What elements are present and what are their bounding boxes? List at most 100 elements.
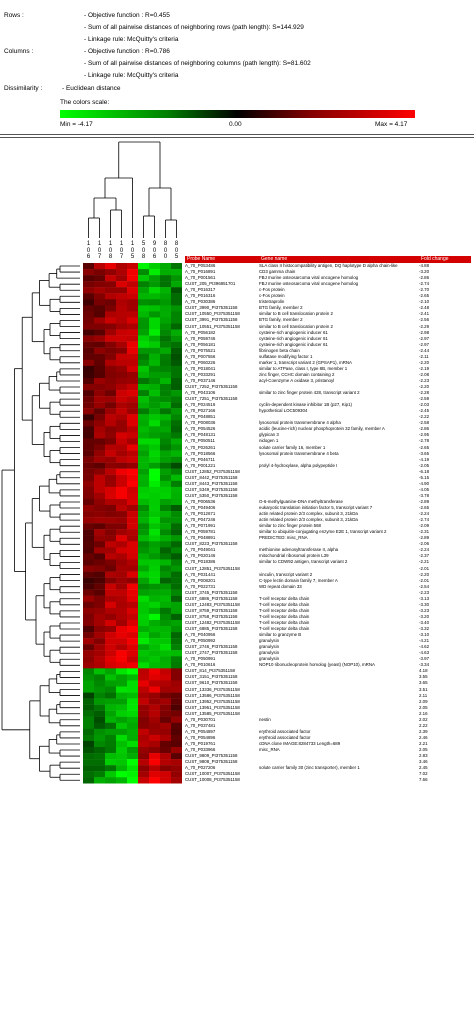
heatmap-cell [116, 517, 127, 524]
heatmap-cell [94, 716, 105, 723]
row-probe-label: A_70_P050991 [185, 656, 216, 662]
heatmap-cell [105, 287, 116, 294]
heatmap-cell [105, 650, 116, 657]
row-probe-label: CUST_5350_PI375351158 [185, 492, 238, 498]
heatmap-cell [83, 438, 94, 445]
heatmap-cell [171, 632, 182, 639]
row-probe-label: A_70_P018386 [185, 559, 216, 565]
heatmap-cell [127, 601, 138, 609]
heatmap-cell [94, 480, 105, 488]
row-probe-label: A_70_P020146 [185, 553, 216, 559]
heatmap-cell [127, 595, 138, 602]
heatmap-cell [138, 377, 149, 385]
heatmap-cell [160, 275, 171, 282]
row-fold-label: -2.65 [419, 293, 430, 299]
row-probe-label: A_70_P026261 [185, 444, 216, 450]
row-gene-label: lysosomal protein transmembrane 4 beta [259, 450, 339, 456]
heatmap-cell [160, 704, 171, 711]
heatmap-cell [116, 740, 127, 748]
heatmap-cell [138, 275, 149, 282]
row-fold-label: -3.13 [419, 595, 430, 601]
heatmap-cell [160, 281, 171, 288]
heatmap-cell [94, 686, 105, 693]
row-probe-label: A_70_P056181 [185, 341, 216, 347]
heatmap-cell [105, 420, 116, 427]
heatmap-cell [105, 601, 116, 609]
row-gene-label: C-type lectin domain family 7, member A [259, 577, 338, 583]
heatmap-cell [105, 753, 116, 760]
row-fold-label: -2.19 [419, 365, 430, 371]
row-probe-label: A_70_P016316 [185, 293, 216, 299]
row-gene-label: nestin [259, 716, 271, 722]
heatmap-cell [94, 347, 105, 354]
row-gene-label: similar to B cell translocation protein … [259, 311, 333, 317]
heatmap-cell [83, 559, 94, 566]
heatmap-cell [105, 498, 116, 506]
heatmap-cell [171, 650, 182, 657]
heatmap-cell [116, 335, 127, 342]
heatmap-cell [105, 341, 116, 348]
heatmap-cell [149, 583, 160, 590]
heatmap-cell [105, 371, 116, 379]
row-fold-label: -2.22 [419, 414, 430, 420]
heatmap-cell [138, 716, 149, 723]
row-gene-label: tristetraprolin [259, 299, 285, 305]
heatmap-cell [160, 311, 171, 318]
heatmap-cell [171, 601, 182, 609]
heatmap-cell [83, 668, 94, 675]
heatmap-cell [149, 601, 160, 609]
heatmap-cell [160, 771, 171, 778]
heatmap-cell [105, 547, 116, 554]
heatmap-cell [83, 269, 94, 276]
heatmap-cell [94, 771, 105, 778]
heatmap-cell [149, 710, 160, 717]
heatmap-cell [160, 680, 171, 687]
heatmap-cell [94, 753, 105, 760]
row-fold-label: -2.74 [419, 281, 430, 287]
heatmap-cell [94, 535, 105, 542]
row-fold-label: -2.23 [419, 589, 430, 595]
heatmap-cell [116, 523, 127, 530]
heatmap-cell [83, 638, 94, 645]
heatmap-cell [171, 535, 182, 542]
heatmap-cell [94, 281, 105, 288]
heatmap-cell [116, 384, 127, 391]
heatmap-cell [105, 390, 116, 397]
heatmap-cell [160, 668, 171, 675]
heatmap-cell [138, 686, 149, 693]
heatmap-cell [127, 432, 138, 439]
heatmap-cell [116, 408, 127, 415]
heatmap-cell [160, 402, 171, 409]
heatmap-cell [105, 747, 116, 754]
row-gene-label: granulysin [259, 638, 280, 644]
heatmap-cell [138, 293, 149, 300]
heatmap-cell [116, 299, 127, 306]
heatmap-cell [171, 275, 182, 282]
heatmap-cell [105, 698, 116, 705]
row-probe-label: A_70_P050992 [185, 638, 216, 644]
heatmap-cell [171, 529, 182, 536]
heatmap-cell [94, 523, 105, 530]
heatmap-cell [171, 710, 182, 717]
row-gene-label: cysteine-rich angiogenic inducer 61 [259, 341, 328, 347]
heatmap-cell [105, 771, 116, 778]
heatmap-cell [127, 765, 138, 772]
heatmap-cell [160, 547, 171, 554]
heatmap-cell [116, 626, 127, 633]
heatmap-cell [149, 656, 160, 663]
heatmap-cell [105, 359, 116, 367]
heatmap-cell [127, 311, 138, 318]
heatmap-cell [105, 692, 116, 699]
heatmap-cell [171, 692, 182, 699]
row-probe-label: CUST_7251_PI375351158 [185, 396, 238, 402]
heatmap-cell [138, 384, 149, 391]
heatmap-cell [105, 335, 116, 342]
heatmap-cell [138, 444, 149, 451]
heatmap-cell [105, 571, 116, 578]
heatmap-cell [83, 626, 94, 633]
heatmap-cell [138, 456, 149, 463]
heatmap-cell [83, 329, 94, 336]
heatmap-cell [127, 577, 138, 584]
